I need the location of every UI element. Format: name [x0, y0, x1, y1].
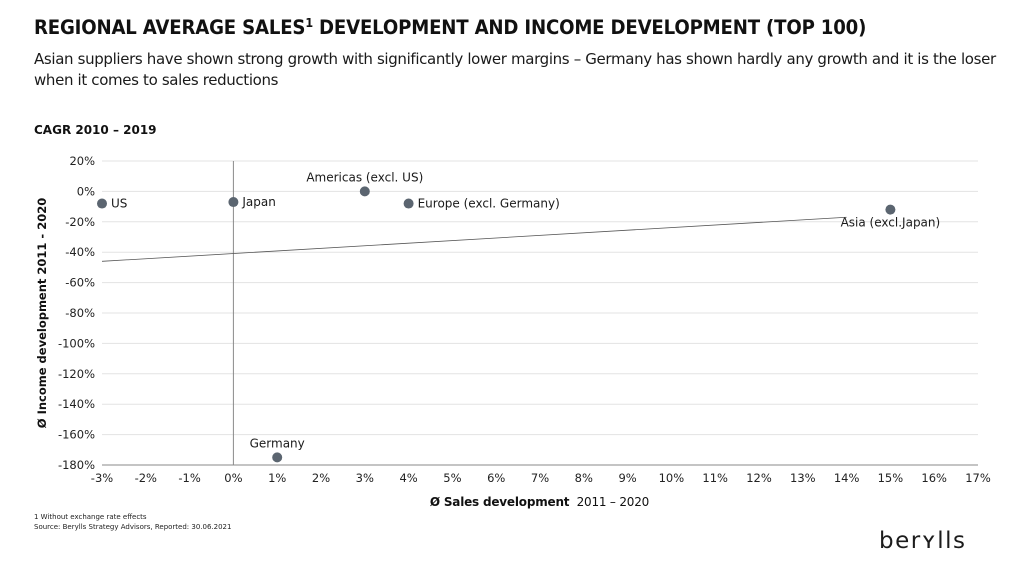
data-label: Asia (excl.Japan) — [841, 216, 941, 230]
y-tick-label: -100% — [58, 336, 95, 350]
x-axis-label-bold: Ø Sales development — [429, 495, 570, 509]
data-label: Japan — [241, 195, 275, 209]
footnotes: 1 Without exchange rate effects Source: … — [34, 513, 231, 532]
x-tick-label: 5% — [443, 471, 461, 485]
data-label: Germany — [250, 436, 305, 450]
x-tick-label: 1% — [268, 471, 286, 485]
y-tick-label: 20% — [69, 154, 95, 168]
y-tick-label: -80% — [65, 306, 95, 320]
berylls-logo: berʏlls — [879, 528, 967, 554]
x-tick-label: 6% — [487, 471, 505, 485]
y-tick-label: -20% — [65, 215, 95, 229]
page-subtitle: Asian suppliers have shown strong growth… — [34, 50, 996, 89]
data-point — [885, 204, 896, 215]
section-label: CAGR 2010 – 2019 — [34, 123, 157, 137]
x-tick-label: 10% — [659, 471, 685, 485]
data-point — [272, 452, 283, 463]
x-tick-label: 7% — [531, 471, 549, 485]
x-tick-label: 11% — [702, 471, 728, 485]
x-tick-label: 17% — [965, 471, 991, 485]
x-tick-label: -2% — [135, 471, 157, 485]
x-tick-label: 9% — [618, 471, 636, 485]
y-tick-label: -180% — [58, 458, 95, 472]
source-note: Source: Berylls Strategy Advisors, Repor… — [34, 522, 232, 531]
x-tick-label: 12% — [746, 471, 772, 485]
x-tick-label: 2% — [312, 471, 330, 485]
data-label: Americas (excl. US) — [306, 170, 423, 184]
x-tick-label: 3% — [356, 471, 374, 485]
data-point — [228, 197, 239, 208]
data-point — [97, 198, 107, 209]
y-tick-label: -140% — [58, 397, 95, 411]
x-axis-label-period: 2011 – 2020 — [576, 495, 650, 509]
x-tick-label: 4% — [399, 471, 417, 485]
y-tick-label: -40% — [65, 245, 95, 259]
x-axis-label: Ø Sales development 2011 – 2020 — [0, 495, 1024, 509]
trendline — [101, 216, 847, 262]
x-tick-label: 8% — [575, 471, 593, 485]
data-label: US — [111, 197, 127, 211]
x-tick-label: 0% — [224, 471, 242, 485]
y-axis-label: Ø Income development 2011 - 2020 — [35, 198, 49, 428]
x-tick-label: 14% — [834, 471, 860, 485]
y-tick-label: -160% — [58, 428, 95, 442]
page-title: REGIONAL AVERAGE SALES1 DEVELOPMENT AND … — [34, 16, 867, 39]
y-tick-label: -120% — [58, 367, 95, 381]
footnote-1: 1 Without exchange rate effects — [34, 513, 147, 521]
y-tick-label: 0% — [77, 184, 95, 198]
x-tick-label: 16% — [921, 471, 947, 485]
x-tick-label: 13% — [790, 471, 816, 485]
data-label: Europe (excl. Germany) — [418, 197, 560, 211]
data-point — [403, 198, 414, 209]
data-point — [359, 186, 370, 197]
y-tick-label: -60% — [65, 276, 95, 290]
x-tick-label: 15% — [878, 471, 904, 485]
x-tick-label: -3% — [91, 471, 113, 485]
x-tick-label: -1% — [178, 471, 200, 485]
